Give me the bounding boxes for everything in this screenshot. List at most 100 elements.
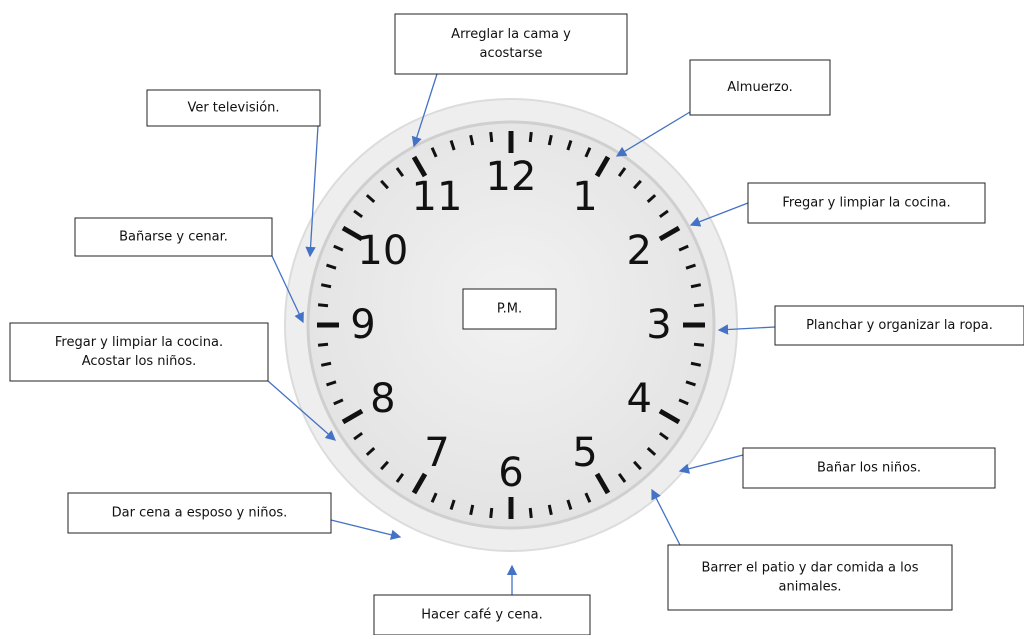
- label-text: Fregar y limpiar la cocina.: [782, 196, 950, 211]
- hour-tick: [658, 225, 681, 242]
- label-text: Bañar los niños.: [817, 461, 921, 476]
- label-text: acostarse: [479, 46, 542, 61]
- label-text: Fregar y limpiar la cocina.: [55, 335, 223, 350]
- hour-tick: [411, 472, 428, 495]
- label-box: [774, 305, 1024, 346]
- minute-tick: [528, 507, 533, 519]
- label-box-group: Arreglar la cama y acostarse: [394, 13, 628, 75]
- label-text: P.M.: [497, 302, 522, 317]
- label-box: [373, 594, 591, 636]
- label-box: [667, 544, 953, 611]
- clock-number: 12: [486, 154, 537, 200]
- label-box-group: Dar cena a esposo y niños.: [67, 492, 332, 534]
- clock-number: 1: [572, 174, 597, 220]
- minute-tick: [365, 447, 376, 456]
- arrow: [330, 519, 402, 540]
- minute-tick: [326, 263, 337, 270]
- arrow: [411, 73, 438, 148]
- hour-tick: [341, 225, 364, 242]
- label-text: Barrer el patio y dar comida a los: [702, 561, 919, 576]
- label-text: Arreglar la cama y: [451, 27, 571, 42]
- minute-tick: [678, 398, 689, 406]
- label-box: [742, 447, 996, 489]
- minute-tick: [584, 492, 592, 503]
- minute-tick: [633, 179, 642, 190]
- minute-tick: [320, 283, 332, 289]
- hour-tick: [594, 472, 611, 495]
- label-box: [689, 59, 831, 116]
- minute-tick: [658, 209, 669, 219]
- label-box-group: Fregar y limpiar la cocina. Acostar los n…: [9, 322, 269, 382]
- minute-tick: [317, 342, 329, 347]
- minute-tick: [430, 492, 438, 503]
- arrow: [305, 125, 319, 258]
- label-box: [9, 322, 269, 382]
- clock-number: 3: [646, 302, 671, 348]
- label-box-group: Planchar y organizar la ropa.: [774, 305, 1024, 346]
- clock-number: 6: [498, 450, 523, 496]
- minute-tick: [693, 303, 705, 308]
- label-box: [67, 492, 332, 534]
- label-text: Ver televisión.: [187, 101, 279, 116]
- hour-tick: [658, 408, 681, 425]
- clock-number: 8: [370, 376, 395, 422]
- label-box-group: Ver televisión.: [146, 89, 321, 127]
- arrow: [267, 380, 336, 441]
- label-box: [74, 217, 273, 257]
- label-box-group: Barrer el patio y dar comida a los animal…: [667, 544, 953, 611]
- arrow: [717, 324, 776, 335]
- minute-tick: [449, 499, 456, 510]
- label-box-group: Fregar y limpiar la cocina.: [747, 182, 986, 224]
- arrows: [267, 73, 776, 595]
- minute-tick: [693, 342, 705, 347]
- minute-tick: [685, 380, 696, 387]
- label-boxes: P.M. Arreglar la cama y acostarse Almuerzo.…: [9, 13, 1024, 636]
- minute-tick: [584, 147, 592, 158]
- arrow: [271, 255, 304, 324]
- clock-number: 11: [412, 174, 463, 220]
- label-box-group: Hacer café y cena.: [373, 594, 591, 636]
- label-box: [747, 182, 986, 224]
- minute-tick: [333, 398, 344, 406]
- minute-tick: [528, 131, 533, 143]
- minute-tick: [365, 194, 376, 203]
- minute-tick: [469, 134, 475, 146]
- label-text: Planchar y organizar la ropa.: [806, 318, 993, 333]
- hour-tick: [411, 155, 428, 178]
- minute-tick: [646, 194, 657, 203]
- minute-tick: [489, 507, 494, 519]
- minute-tick: [320, 361, 332, 367]
- minute-tick: [617, 167, 627, 178]
- minute-tick: [430, 147, 438, 158]
- label-box-group: Almuerzo.: [689, 59, 831, 116]
- minute-tick: [326, 380, 337, 387]
- minute-tick: [690, 283, 702, 289]
- minute-tick: [380, 460, 389, 471]
- minute-tick: [353, 431, 364, 441]
- minute-tick: [547, 134, 553, 146]
- minute-tick: [658, 431, 669, 441]
- arrow: [678, 454, 744, 474]
- minute-tick: [566, 140, 573, 151]
- minute-tick: [395, 167, 405, 178]
- minute-tick: [547, 504, 553, 516]
- hour-tick: [594, 155, 611, 178]
- minute-tick: [317, 303, 329, 308]
- label-box: [146, 89, 321, 127]
- clock-number: 9: [350, 302, 375, 348]
- minute-tick: [395, 472, 405, 483]
- clock-number: 10: [357, 228, 408, 274]
- clock-number: 7: [424, 430, 449, 476]
- center-label-box: P.M.: [462, 288, 557, 330]
- label-text: Acostar los niños.: [82, 354, 197, 369]
- minute-tick: [449, 140, 456, 151]
- clock-number: 5: [572, 430, 597, 476]
- minute-tick: [678, 244, 689, 252]
- label-box: [394, 13, 628, 75]
- label-text: Dar cena a esposo y niños.: [112, 506, 288, 521]
- label-text: animales.: [779, 580, 842, 595]
- minute-tick: [646, 447, 657, 456]
- arrow: [615, 111, 691, 157]
